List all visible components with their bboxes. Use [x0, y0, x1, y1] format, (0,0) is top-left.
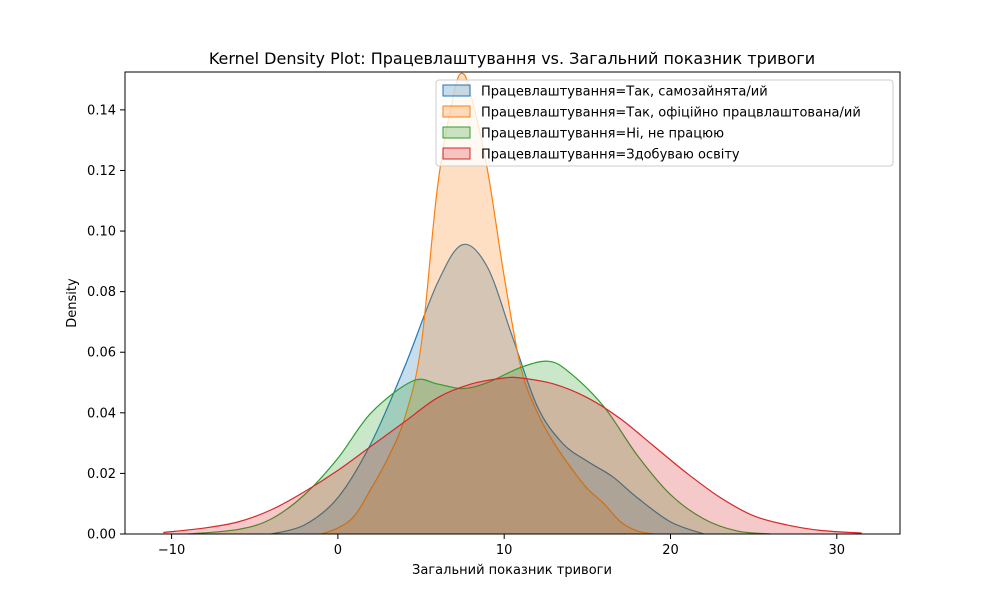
chart-title: Kernel Density Plot: Працевлаштування vs…: [209, 49, 815, 68]
y-tick-label: 0.00: [87, 528, 116, 543]
series-area-3: [163, 377, 862, 534]
legend-label-3: Працевлаштування=Здобуваю освіту: [481, 148, 740, 163]
y-tick-label: 0.06: [87, 346, 116, 361]
x-tick-label: 30: [829, 543, 846, 558]
x-tick-label: −10: [158, 543, 185, 558]
series-area-2: [188, 361, 771, 534]
legend: Працевлаштування=Так, самозайнята/ий Прац…: [435, 79, 894, 167]
x-tick-label: 10: [496, 543, 513, 558]
series-line-0: [271, 243, 704, 535]
legend-label-1: Працевлаштування=Так, офіційно працвлашт…: [481, 106, 861, 121]
series-line-3: [163, 376, 862, 534]
y-tick-label: 0.14: [87, 103, 116, 118]
legend-label-0: Працевлаштування=Так, самозайнята/ий: [481, 85, 768, 100]
legend-swatch-2: [442, 126, 471, 139]
x-axis-label: Загальний показник тривоги: [412, 563, 612, 578]
legend-frame: [435, 79, 894, 167]
legend-swatch-0: [442, 84, 471, 97]
y-tick-label: 0.02: [87, 467, 116, 482]
series-area-0: [271, 244, 704, 535]
legend-label-2: Працевлаштування=Ні, не працюю: [481, 127, 724, 142]
series-line-2: [188, 360, 771, 535]
plot-frame: [124, 71, 901, 535]
x-tick-label: 20: [662, 543, 679, 558]
y-axis-label: Density: [65, 278, 80, 328]
series-area-1: [321, 73, 654, 535]
y-tick-label: 0.10: [87, 225, 116, 240]
legend-swatch-3: [442, 147, 471, 160]
y-tick-label: 0.04: [87, 406, 116, 421]
y-axis: 0.00 0.02 0.04 0.06 0.08 0.10 0.12 0.14: [87, 103, 125, 543]
legend-swatch-1: [442, 105, 471, 118]
x-axis: −10 0 10 20 30: [158, 534, 845, 558]
series-layer: [163, 72, 862, 535]
y-tick-label: 0.12: [87, 164, 116, 179]
y-tick-label: 0.08: [87, 285, 116, 300]
x-tick-label: 0: [334, 543, 342, 558]
